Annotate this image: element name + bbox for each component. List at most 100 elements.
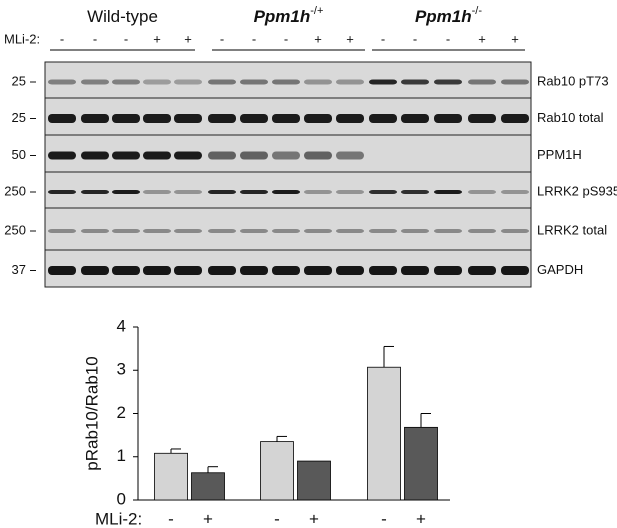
band [240, 190, 268, 194]
row-label: PPM1H [537, 147, 582, 162]
band [240, 79, 268, 85]
band [401, 266, 429, 275]
band [48, 114, 76, 123]
band [143, 151, 171, 160]
band [336, 229, 364, 233]
x-tick-label: + [203, 509, 213, 528]
treatment: + [153, 31, 161, 46]
band [240, 151, 268, 160]
band [208, 229, 236, 233]
band [112, 114, 140, 123]
treatment: + [184, 31, 192, 46]
band [174, 151, 202, 160]
bar [154, 452, 188, 501]
treatment: - [446, 31, 450, 46]
band [174, 266, 202, 275]
bar [191, 472, 225, 501]
band [143, 229, 171, 233]
treatment-label: MLi-2: [4, 31, 40, 46]
band [401, 190, 429, 194]
marker-weight: 50 [12, 147, 26, 162]
band [369, 190, 397, 194]
y-tick-label: 0 [117, 489, 126, 508]
band [369, 266, 397, 275]
band [81, 266, 109, 275]
blot-panel [44, 207, 532, 251]
y-tick-label: 2 [117, 403, 126, 422]
band [48, 151, 76, 160]
group-label: Ppm1h-/- [415, 5, 482, 27]
band [112, 190, 140, 194]
band [336, 151, 364, 160]
treatment: + [511, 31, 519, 46]
band [143, 266, 171, 275]
band [48, 229, 76, 233]
band [208, 190, 236, 194]
band [81, 190, 109, 194]
group-name: Wild-type [87, 7, 158, 26]
marker-weight: 37 [12, 262, 26, 277]
band [304, 190, 332, 194]
band [304, 79, 332, 85]
y-axis-label: pRab10/Rab10 [82, 356, 101, 470]
group-label: Ppm1h-/+ [254, 5, 324, 27]
band [501, 114, 529, 123]
group-label: Wild-type [87, 7, 158, 26]
x-tick-label: + [309, 509, 319, 528]
treatment: + [314, 31, 322, 46]
band [48, 266, 76, 275]
band [112, 229, 140, 233]
band [240, 229, 268, 233]
band [369, 114, 397, 123]
treatment: - [60, 31, 64, 46]
band [501, 266, 529, 275]
band [112, 266, 140, 275]
band [434, 229, 462, 233]
x-tick-label: - [168, 509, 174, 528]
band [501, 79, 529, 85]
band [272, 151, 300, 160]
treatment: - [220, 31, 224, 46]
treatment: - [284, 31, 288, 46]
marker-weight: 250 [4, 222, 26, 237]
band [272, 114, 300, 123]
band [208, 266, 236, 275]
bar [297, 460, 331, 501]
band [304, 229, 332, 233]
band [48, 79, 76, 85]
marker-weight: 25 [12, 110, 26, 125]
band [401, 79, 429, 85]
band [48, 190, 76, 194]
row-label: LRRK2 total [537, 222, 607, 237]
band [468, 190, 496, 194]
band [81, 79, 109, 85]
band [434, 114, 462, 123]
row-label: Rab10 pT73 [537, 73, 609, 88]
band [468, 114, 496, 123]
band [240, 266, 268, 275]
band [174, 190, 202, 194]
y-tick-label: 3 [117, 360, 126, 379]
band [468, 79, 496, 85]
band [468, 229, 496, 233]
treatment: - [124, 31, 128, 46]
group-superscript: -/+ [310, 5, 323, 17]
group-superscript: -/- [472, 5, 483, 17]
band [336, 79, 364, 85]
row-label: GAPDH [537, 262, 583, 277]
band [240, 114, 268, 123]
band [501, 229, 529, 233]
band [369, 79, 397, 85]
band [434, 190, 462, 194]
band [272, 79, 300, 85]
band [434, 79, 462, 85]
y-tick-label: 4 [117, 316, 126, 335]
treatment: - [93, 31, 97, 46]
treatment: - [381, 31, 385, 46]
band [208, 114, 236, 123]
group-name: Ppm1h [415, 7, 472, 26]
x-tick-label: - [381, 509, 387, 528]
band [174, 229, 202, 233]
band [143, 190, 171, 194]
